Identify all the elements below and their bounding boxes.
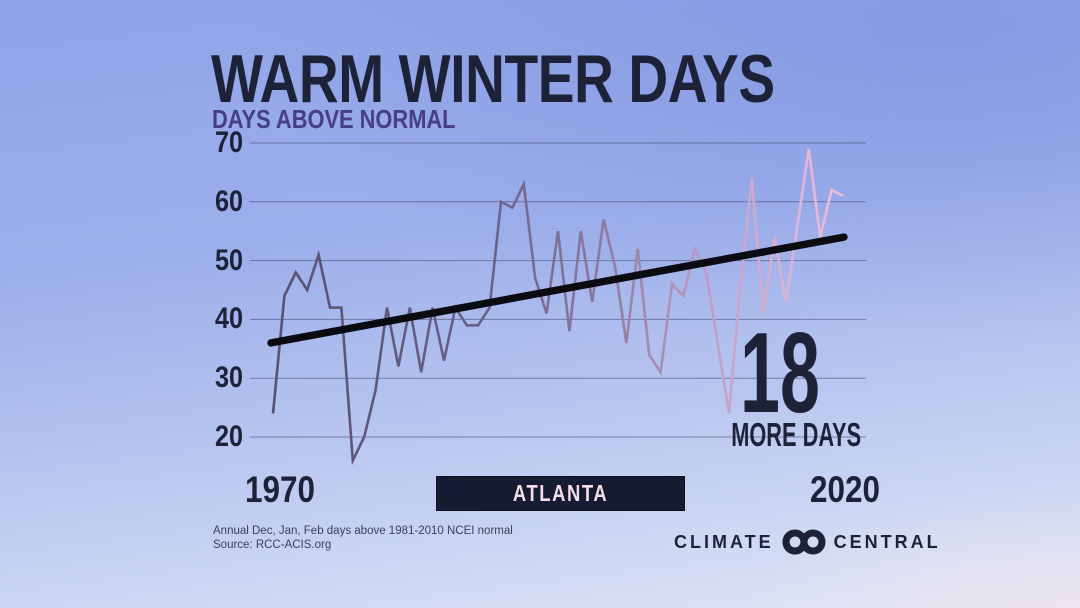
logo-word-climate: CLIMATE [674, 532, 774, 552]
y-axis-label: 40 [214, 302, 243, 336]
chart-subtitle: DAYS ABOVE NORMAL [212, 104, 456, 134]
y-axis-label: 30 [214, 361, 243, 395]
interlocked-rings-icon [782, 529, 826, 555]
location-badge: ATLANTA [436, 476, 685, 511]
y-axis-label: 20 [214, 420, 243, 453]
trend-change-label: MORE DAYS [731, 416, 862, 453]
y-axis-label: 60 [214, 184, 243, 218]
data-line [271, 148, 844, 466]
trend-change-value: 18 [740, 310, 820, 437]
climate-central-logo: CLIMATE CENTRAL [674, 527, 941, 557]
y-axis-label: 70 [214, 126, 243, 159]
x-axis-label: 1970 [245, 469, 315, 510]
trend-line [267, 233, 848, 347]
footnote-line-2: Source: RCC-ACIS.org [213, 538, 332, 551]
logo-word-central: CENTRAL [833, 532, 941, 552]
location-badge-label: ATLANTA [512, 480, 609, 506]
x-axis-label: 2020 [810, 469, 880, 510]
chart-title: WARM WINTER DAYS [211, 41, 775, 117]
footnote-line-1: Annual Dec, Jan, Feb days above 1981-201… [213, 525, 513, 537]
y-axis-label: 50 [214, 243, 243, 277]
footnote: Annual Dec, Jan, Feb days above 1981-201… [213, 525, 513, 552]
